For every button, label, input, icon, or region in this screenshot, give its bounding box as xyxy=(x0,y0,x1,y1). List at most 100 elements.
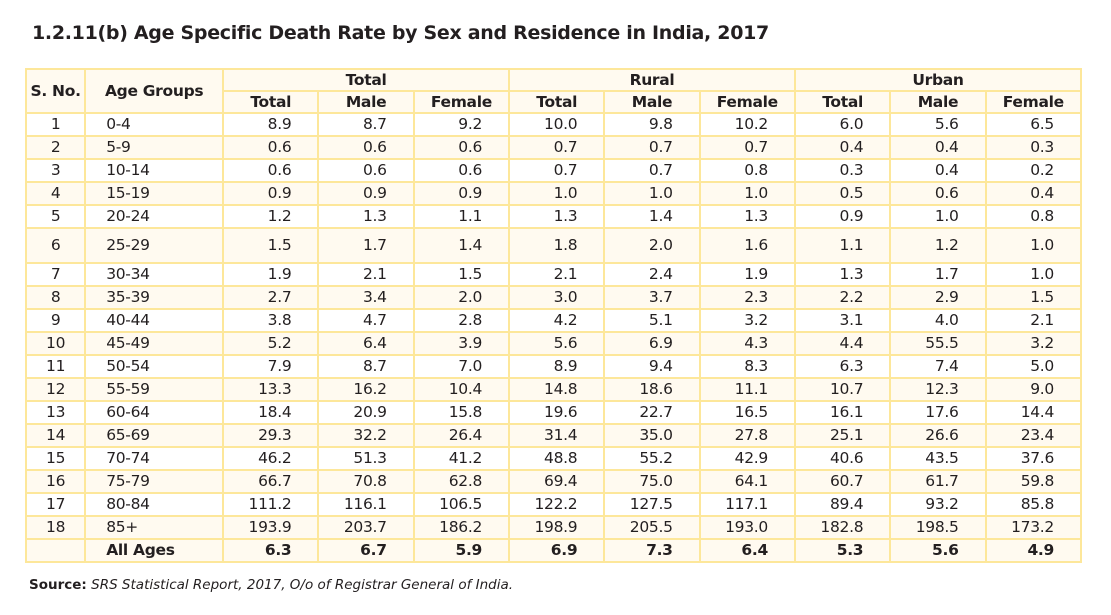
sno-cell: 12 xyxy=(24,377,87,402)
value-cell: 0.5 xyxy=(793,181,892,206)
table-row: 12 55-59 13.3 16.2 10.4 14.8 18.6 11.1 10.7 12.3 9… xyxy=(24,377,1083,402)
value-cell: 6.3 xyxy=(222,538,320,563)
value-cell: 1.7 xyxy=(317,227,415,264)
value-cell: 1.4 xyxy=(412,227,511,264)
value-cell: 6.4 xyxy=(698,538,796,563)
value-cell: 4.0 xyxy=(889,308,987,333)
header-sub: Male xyxy=(603,90,701,114)
value-cell: 0.9 xyxy=(793,204,892,229)
table-row: 7 30-34 1.9 2.1 1.5 2.1 2.4 1.9 1.3 1.7 1.0 xyxy=(24,262,1083,287)
table-row: 3 10-14 0.6 0.6 0.6 0.7 0.7 0.8 0.3 0.4 0.2 xyxy=(24,158,1083,183)
table-row: 2 5-9 0.6 0.6 0.6 0.7 0.7 0.7 0.4 0.4 0.3 xyxy=(24,135,1083,160)
header-sub: Total xyxy=(222,90,320,114)
value-cell: 55.5 xyxy=(889,331,987,356)
sno-cell: 18 xyxy=(24,515,87,540)
source-text: SRS Statistical Report, 2017, O/o of Reg… xyxy=(91,577,514,593)
age-group-cell: 65-69 xyxy=(84,423,225,448)
age-group-cell: 15-19 xyxy=(84,181,225,206)
value-cell: 25.1 xyxy=(793,423,892,448)
value-cell: 89.4 xyxy=(793,492,892,517)
value-cell: 10.4 xyxy=(412,377,511,402)
value-cell: 0.6 xyxy=(222,158,320,183)
value-cell: 3.7 xyxy=(603,285,701,310)
header-sub: Female xyxy=(984,90,1083,114)
sno-cell: 15 xyxy=(24,446,87,471)
value-cell: 0.7 xyxy=(508,158,606,183)
table-row: 10 45-49 5.2 6.4 3.9 5.6 6.9 4.3 4.4 55.5 3.2 xyxy=(24,331,1083,356)
value-cell: 6.0 xyxy=(793,112,892,137)
sno-cell: 9 xyxy=(24,308,87,333)
sno-cell: 8 xyxy=(24,285,87,310)
value-cell: 4.9 xyxy=(984,538,1083,563)
value-cell: 5.6 xyxy=(508,331,606,356)
value-cell: 16.1 xyxy=(793,400,892,425)
value-cell: 2.4 xyxy=(603,262,701,287)
table-row: 5 20-24 1.2 1.3 1.1 1.3 1.4 1.3 0.9 1.0 0.8 xyxy=(24,204,1083,229)
table-row: 4 15-19 0.9 0.9 0.9 1.0 1.0 1.0 0.5 0.6 0.4 xyxy=(24,181,1083,206)
value-cell: 35.0 xyxy=(603,423,701,448)
age-group-cell: All Ages xyxy=(84,538,225,563)
value-cell: 70.8 xyxy=(317,469,415,494)
value-cell: 0.9 xyxy=(412,181,511,206)
sno-cell: 1 xyxy=(24,112,87,137)
value-cell: 10.7 xyxy=(793,377,892,402)
sno-cell: 10 xyxy=(24,331,87,356)
value-cell: 1.3 xyxy=(317,204,415,229)
table-row: 11 50-54 7.9 8.7 7.0 8.9 9.4 8.3 6.3 7.4 5.0 xyxy=(24,354,1083,379)
source-label: Source: xyxy=(29,577,87,593)
table-row: 1 0-4 8.9 8.7 9.2 10.0 9.8 10.2 6.0 5.6 6.5 xyxy=(24,112,1083,137)
value-cell: 10.2 xyxy=(698,112,796,137)
value-cell: 7.0 xyxy=(412,354,511,379)
value-cell: 111.2 xyxy=(222,492,320,517)
age-group-cell: 30-34 xyxy=(84,262,225,287)
age-group-cell: 60-64 xyxy=(84,400,225,425)
table-row: 13 60-64 18.4 20.9 15.8 19.6 22.7 16.5 16.1 17.6 1… xyxy=(24,400,1083,425)
value-cell: 1.7 xyxy=(889,262,987,287)
sno-cell: 11 xyxy=(24,354,87,379)
sno-cell: 5 xyxy=(24,204,87,229)
value-cell: 203.7 xyxy=(317,515,415,540)
value-cell: 10.0 xyxy=(508,112,606,137)
value-cell: 1.0 xyxy=(889,204,987,229)
value-cell: 42.9 xyxy=(698,446,796,471)
value-cell: 0.6 xyxy=(317,158,415,183)
value-cell: 9.8 xyxy=(603,112,701,137)
value-cell: 3.9 xyxy=(412,331,511,356)
value-cell: 2.2 xyxy=(793,285,892,310)
value-cell: 7.4 xyxy=(889,354,987,379)
value-cell: 23.4 xyxy=(984,423,1083,448)
value-cell: 5.2 xyxy=(222,331,320,356)
header-sub: Female xyxy=(698,90,796,114)
value-cell: 0.6 xyxy=(889,181,987,206)
value-cell: 3.1 xyxy=(793,308,892,333)
value-cell: 75.0 xyxy=(603,469,701,494)
age-group-cell: 35-39 xyxy=(84,285,225,310)
value-cell: 48.8 xyxy=(508,446,606,471)
value-cell: 1.3 xyxy=(793,262,892,287)
value-cell: 117.1 xyxy=(698,492,796,517)
value-cell: 1.2 xyxy=(889,227,987,264)
age-group-cell: 25-29 xyxy=(84,227,225,264)
value-cell: 29.3 xyxy=(222,423,320,448)
value-cell: 9.4 xyxy=(603,354,701,379)
value-cell: 198.9 xyxy=(508,515,606,540)
value-cell: 13.3 xyxy=(222,377,320,402)
value-cell: 2.3 xyxy=(698,285,796,310)
value-cell: 1.2 xyxy=(222,204,320,229)
value-cell: 26.6 xyxy=(889,423,987,448)
value-cell: 1.9 xyxy=(222,262,320,287)
value-cell: 0.2 xyxy=(984,158,1083,183)
value-cell: 6.3 xyxy=(793,354,892,379)
value-cell: 2.9 xyxy=(889,285,987,310)
value-cell: 15.8 xyxy=(412,400,511,425)
table-row: 8 35-39 2.7 3.4 2.0 3.0 3.7 2.3 2.2 2.9 1.5 xyxy=(24,285,1083,310)
age-group-cell: 0-4 xyxy=(84,112,225,137)
value-cell: 22.7 xyxy=(603,400,701,425)
sno-cell: 2 xyxy=(24,135,87,160)
value-cell: 1.0 xyxy=(603,181,701,206)
value-cell: 1.0 xyxy=(508,181,606,206)
value-cell: 2.8 xyxy=(412,308,511,333)
value-cell: 93.2 xyxy=(889,492,987,517)
value-cell: 2.1 xyxy=(508,262,606,287)
age-group-cell: 5-9 xyxy=(84,135,225,160)
